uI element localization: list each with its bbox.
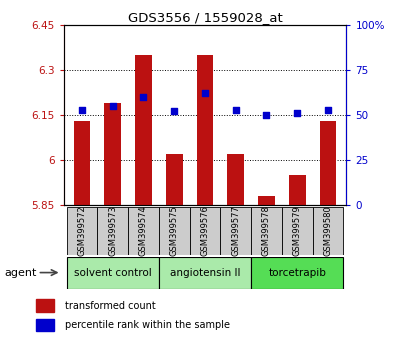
Text: GSM399579: GSM399579 <box>292 206 301 256</box>
Text: GSM399578: GSM399578 <box>261 206 270 256</box>
Text: torcetrapib: torcetrapib <box>267 268 326 278</box>
Text: solvent control: solvent control <box>74 268 151 278</box>
Bar <box>288 175 305 205</box>
Bar <box>250 257 342 289</box>
Bar <box>159 207 189 255</box>
Text: GSM399572: GSM399572 <box>77 206 86 256</box>
Point <box>263 112 269 118</box>
Text: transformed count: transformed count <box>65 301 156 311</box>
Point <box>293 110 300 116</box>
Bar <box>319 121 336 205</box>
Bar <box>66 257 158 289</box>
Bar <box>257 196 274 205</box>
Bar <box>159 257 250 289</box>
Bar <box>165 154 182 205</box>
Text: GSM399577: GSM399577 <box>231 206 240 256</box>
Text: GSM399576: GSM399576 <box>200 206 209 256</box>
Text: percentile rank within the sample: percentile rank within the sample <box>65 320 230 330</box>
Point <box>140 94 146 100</box>
Point <box>201 91 208 96</box>
Point <box>79 107 85 113</box>
Bar <box>220 207 250 255</box>
Point <box>171 109 177 114</box>
Bar <box>135 55 152 205</box>
Bar <box>189 207 220 255</box>
Text: GSM399575: GSM399575 <box>169 206 178 256</box>
Bar <box>250 207 281 255</box>
Text: GSM399574: GSM399574 <box>139 206 148 256</box>
Bar <box>97 207 128 255</box>
Title: GDS3556 / 1559028_at: GDS3556 / 1559028_at <box>127 11 282 24</box>
Bar <box>104 103 121 205</box>
Bar <box>36 319 54 331</box>
Bar <box>281 207 312 255</box>
Text: GSM399580: GSM399580 <box>323 206 332 256</box>
Text: GSM399573: GSM399573 <box>108 206 117 256</box>
Bar <box>227 154 244 205</box>
Bar <box>66 207 97 255</box>
Bar <box>73 121 90 205</box>
Point <box>109 103 116 109</box>
Text: angiotensin II: angiotensin II <box>169 268 240 278</box>
Point <box>324 107 330 113</box>
Bar <box>196 55 213 205</box>
Bar <box>128 207 159 255</box>
Bar <box>312 207 343 255</box>
Point <box>232 107 238 113</box>
Bar <box>36 299 54 312</box>
Text: agent: agent <box>4 268 36 278</box>
